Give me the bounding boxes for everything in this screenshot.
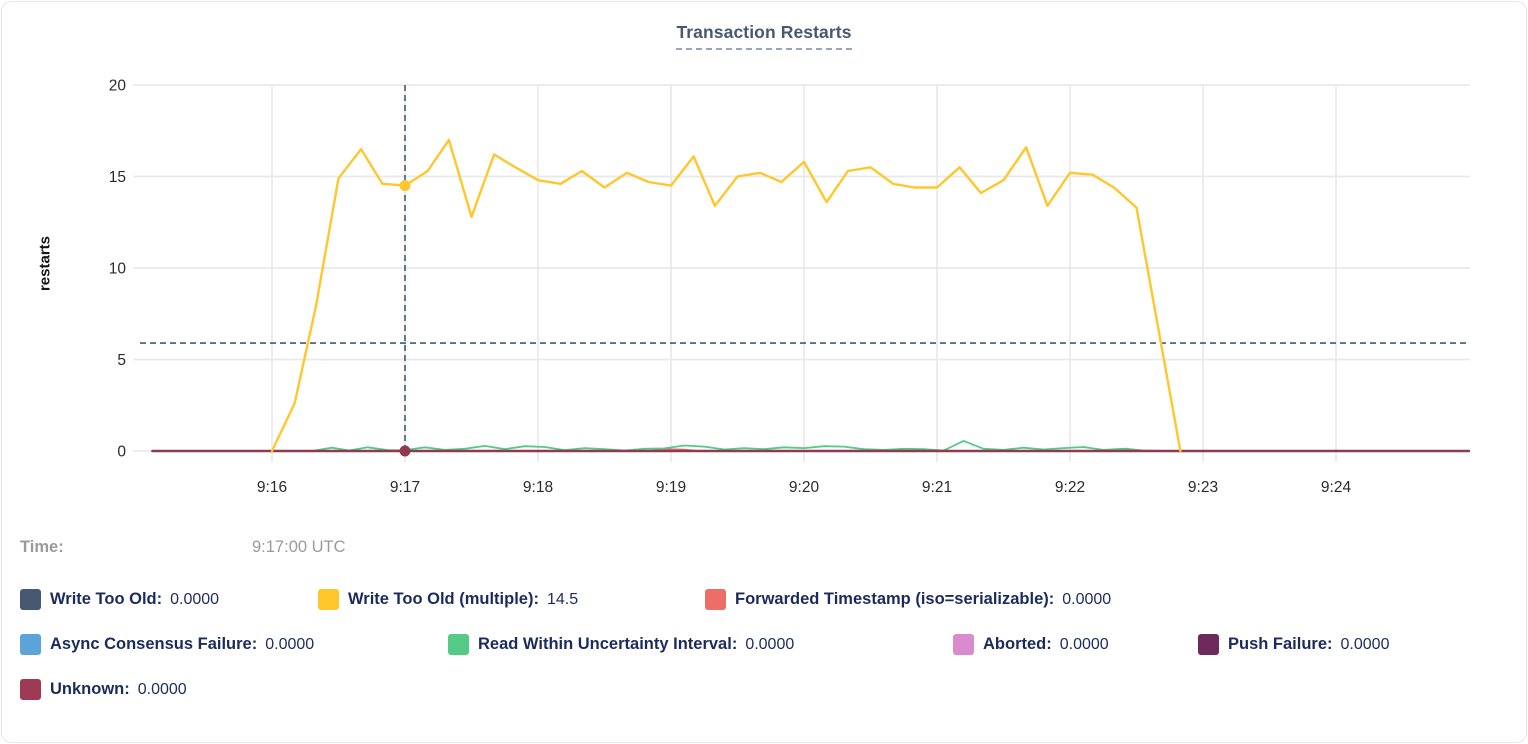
transaction-restarts-chart[interactable]: 0 5 10 15 20 9:16 9:17 9:18 9:19 9:20 9:21 9:22 9:23… <box>0 0 1528 520</box>
legend-value: 0.0000 <box>1059 635 1109 653</box>
legend-value: 0.0000 <box>265 635 315 653</box>
y-axis-label: restarts <box>36 235 54 292</box>
x-axis-tick-labels: 9:16 9:17 9:18 9:19 9:20 9:21 9:22 9:23 9:24 <box>257 479 1352 496</box>
svg-text:9:23: 9:23 <box>1188 479 1218 496</box>
legend-item-write-too-old: Write Too Old: 0.0000 <box>20 589 219 610</box>
legend-value: 0.0000 <box>1340 635 1390 653</box>
legend-item-push-failure: Push Failure: 0.0000 <box>1198 634 1389 655</box>
legend-swatch-write-too-old <box>20 589 41 610</box>
svg-text:9:22: 9:22 <box>1055 479 1085 496</box>
svg-text:9:18: 9:18 <box>523 479 553 496</box>
svg-text:9:19: 9:19 <box>656 479 686 496</box>
time-label: Time: <box>20 538 64 556</box>
svg-text:15: 15 <box>109 169 126 186</box>
legend-label: Read Within Uncertainty Interval: <box>478 635 738 653</box>
legend-row-2: Async Consensus Failure: 0.0000 Read Withi… <box>0 634 1528 658</box>
hover-time-row: Time: 9:17:00 UTC <box>0 538 1528 562</box>
legend-value: 0.0000 <box>137 680 187 698</box>
legend-label: Async Consensus Failure: <box>50 635 258 653</box>
chart-title[interactable]: Transaction Restarts <box>676 22 852 50</box>
legend-item-aborted: Aborted: 0.0000 <box>953 634 1109 655</box>
svg-text:0: 0 <box>117 444 126 461</box>
legend-swatch-aborted <box>953 634 974 655</box>
legend-value: 14.5 <box>546 590 579 608</box>
legend-row-3: Unknown: 0.0000 <box>0 679 1528 703</box>
legend-label: Write Too Old: <box>50 590 163 608</box>
legend-item-forwarded-timestamp-iso-serializable: Forwarded Timestamp (iso=serializable): 0… <box>705 589 1111 610</box>
series-write-too-old-multiple <box>270 138 1182 453</box>
series-read-within-uncertainty-interval <box>310 439 1470 452</box>
legend-label: Forwarded Timestamp (iso=serializable): <box>735 590 1055 608</box>
svg-text:10: 10 <box>109 261 127 278</box>
legend-value: 0.0000 <box>745 635 795 653</box>
legend-swatch-push-failure <box>1198 634 1219 655</box>
svg-text:9:20: 9:20 <box>789 479 820 496</box>
legend-value: 0.0000 <box>1062 590 1112 608</box>
legend-item-async-consensus-failure: Async Consensus Failure: 0.0000 <box>20 634 314 655</box>
legend-item-read-within-uncertainty-interval: Read Within Uncertainty Interval: 0.0000 <box>448 634 794 655</box>
svg-text:9:17: 9:17 <box>390 479 420 496</box>
legend-label: Unknown: <box>50 680 130 698</box>
hover-dot-unknown <box>399 445 411 457</box>
legend-swatch-unknown <box>20 679 41 700</box>
title-wrap: Transaction Restarts <box>0 22 1528 50</box>
hover-dot-write-too-old-multiple <box>399 180 411 192</box>
svg-text:9:21: 9:21 <box>922 479 952 496</box>
legend-label: Write Too Old (multiple): <box>348 590 539 608</box>
legend-swatch-forwarded-timestamp-iso-serializable <box>705 589 726 610</box>
y-axis-tick-labels: 0 5 10 15 20 <box>109 78 127 461</box>
legend-label: Aborted: <box>983 635 1052 653</box>
legend-swatch-write-too-old-multiple <box>318 589 339 610</box>
chart-area[interactable]: 0 5 10 15 20 9:16 9:17 9:18 9:19 9:20 9:21 9:22 9:23… <box>0 0 1528 520</box>
legend-value: 0.0000 <box>170 590 220 608</box>
legend-swatch-read-within-uncertainty-interval <box>448 634 469 655</box>
svg-text:9:16: 9:16 <box>257 479 287 496</box>
legend-row-1: Write Too Old: 0.0000 Write Too Old (multi… <box>0 589 1528 613</box>
legend-item-unknown: Unknown: 0.0000 <box>20 679 187 700</box>
legend-swatch-async-consensus-failure <box>20 634 41 655</box>
svg-text:20: 20 <box>109 78 127 95</box>
svg-text:9:24: 9:24 <box>1321 479 1352 496</box>
svg-text:5: 5 <box>117 352 126 369</box>
legend-label: Push Failure: <box>1228 635 1333 653</box>
grid-lines <box>133 84 1470 462</box>
legend-item-write-too-old-multiple: Write Too Old (multiple): 14.5 <box>318 589 578 610</box>
time-value: 9:17:00 UTC <box>252 538 346 556</box>
